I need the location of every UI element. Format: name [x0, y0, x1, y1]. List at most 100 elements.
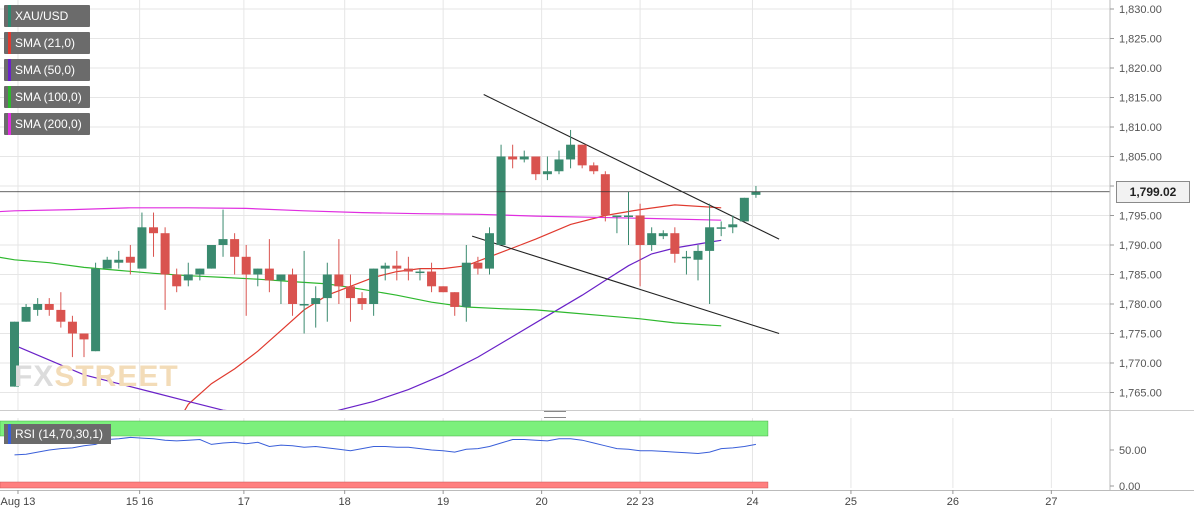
rsi-oversold-zone: [0, 481, 769, 489]
legend-swatch: [8, 32, 11, 54]
candle-body: [739, 197, 749, 222]
y-tick-label: 1,815.00: [1119, 93, 1162, 105]
candle-body: [125, 256, 135, 263]
candle-body: [554, 159, 564, 172]
watermark-part1: FX: [14, 360, 55, 393]
candle-body: [149, 227, 159, 234]
candle-body: [334, 274, 344, 287]
candle-body: [380, 265, 390, 269]
rsi-tick-label: 0.00: [1119, 481, 1140, 493]
rsi-label: RSI (14,70,30,1): [15, 427, 104, 441]
x-tick-label: 15 16: [126, 496, 154, 508]
candle-body: [102, 259, 112, 269]
candle-body: [612, 215, 622, 217]
candle-body: [450, 292, 460, 307]
y-tick-label: 1,820.00: [1119, 63, 1162, 75]
candle-body: [392, 265, 402, 269]
candle-body: [183, 274, 193, 281]
candle-body: [33, 304, 43, 310]
candle-body: [751, 191, 761, 195]
candle-body: [647, 233, 657, 245]
y-tick-label: 1,775.00: [1119, 329, 1162, 341]
y-tick-label: 1,825.00: [1119, 34, 1162, 46]
candle-body: [345, 286, 355, 299]
candle-body: [693, 250, 703, 260]
y-tick-label: 1,790.00: [1119, 240, 1162, 252]
legend-sma50[interactable]: SMA (50,0): [4, 59, 90, 81]
legend-sma21[interactable]: SMA (21,0): [4, 32, 90, 54]
candle-body: [253, 268, 263, 275]
legend-swatch: [8, 5, 11, 27]
candle-body: [566, 144, 576, 160]
candle-body: [160, 233, 170, 275]
y-tick-label: 1,785.00: [1119, 270, 1162, 282]
candle-body: [172, 274, 182, 287]
x-tick-label: 26: [947, 496, 959, 508]
candle-body: [589, 165, 599, 172]
candle-body: [114, 259, 124, 263]
candle-body: [91, 268, 101, 352]
candle-body: [531, 156, 541, 175]
candle-body: [705, 227, 715, 251]
pane-resize-handle[interactable]: [544, 411, 566, 418]
legend-symbol[interactable]: XAU/USD: [4, 5, 90, 27]
watermark-logo: FXSTREET: [14, 360, 179, 394]
candle-body: [288, 274, 298, 304]
candle-body: [322, 274, 332, 299]
candle-body: [218, 239, 228, 245]
legend-label: XAU/USD: [15, 9, 69, 23]
y-tick-label: 1,795.00: [1119, 211, 1162, 223]
candle-body: [299, 304, 309, 306]
candle-body: [206, 245, 216, 269]
y-tick-label: 1,765.00: [1119, 388, 1162, 400]
trendline-1: [471, 235, 780, 335]
legend-sma100[interactable]: SMA (100,0): [4, 86, 90, 108]
x-tick-label: 25: [845, 496, 857, 508]
candle-body: [241, 256, 251, 275]
rsi-overbought-zone: [0, 420, 769, 437]
x-tick-label: 17: [238, 496, 250, 508]
candle-body: [21, 306, 31, 322]
rsi-legend[interactable]: RSI (14,70,30,1): [4, 424, 112, 444]
rsi-tick-label: 50.00: [1119, 445, 1147, 457]
candle-body: [600, 174, 610, 216]
candle-body: [311, 298, 321, 304]
legend-label: SMA (21,0): [15, 36, 76, 50]
rsi-line: [14, 436, 756, 456]
y-tick-label: 1,805.00: [1119, 152, 1162, 164]
legend-label: SMA (200,0): [15, 117, 82, 131]
candle-body: [403, 268, 413, 272]
sma-line-3: [0, 207, 722, 221]
x-tick-label: 22 23: [626, 496, 654, 508]
legend-label: SMA (50,0): [15, 63, 76, 77]
indicator-legend: XAU/USD SMA (21,0) SMA (50,0) SMA (100,0…: [4, 5, 90, 140]
candle-body: [508, 156, 518, 160]
sma-line-2: [0, 256, 722, 327]
candle-body: [473, 262, 483, 269]
candle-body: [728, 224, 738, 228]
x-tick-label: 18: [339, 496, 351, 508]
legend-label: SMA (100,0): [15, 90, 82, 104]
x-tick-label: 27: [1045, 496, 1057, 508]
x-tick-label: Aug 13: [1, 496, 36, 508]
legend-sma200[interactable]: SMA (200,0): [4, 113, 90, 135]
candle-body: [67, 321, 77, 334]
candle-body: [264, 268, 274, 281]
candle-body: [195, 268, 205, 275]
y-tick-label: 1,780.00: [1119, 299, 1162, 311]
trendline-0: [483, 94, 780, 240]
candle-body: [670, 233, 680, 254]
legend-swatch: [8, 113, 11, 135]
candle-body: [635, 215, 645, 245]
legend-swatch: [8, 86, 11, 108]
candle-body: [519, 156, 529, 160]
candle-body: [427, 271, 437, 287]
candle-body: [137, 227, 147, 269]
candle-body: [230, 239, 240, 257]
candle-body: [542, 171, 552, 175]
candle-body: [624, 215, 634, 217]
last-price-badge: 1,799.02: [1116, 181, 1190, 203]
candle-body: [44, 304, 54, 310]
candle-body: [658, 233, 668, 237]
